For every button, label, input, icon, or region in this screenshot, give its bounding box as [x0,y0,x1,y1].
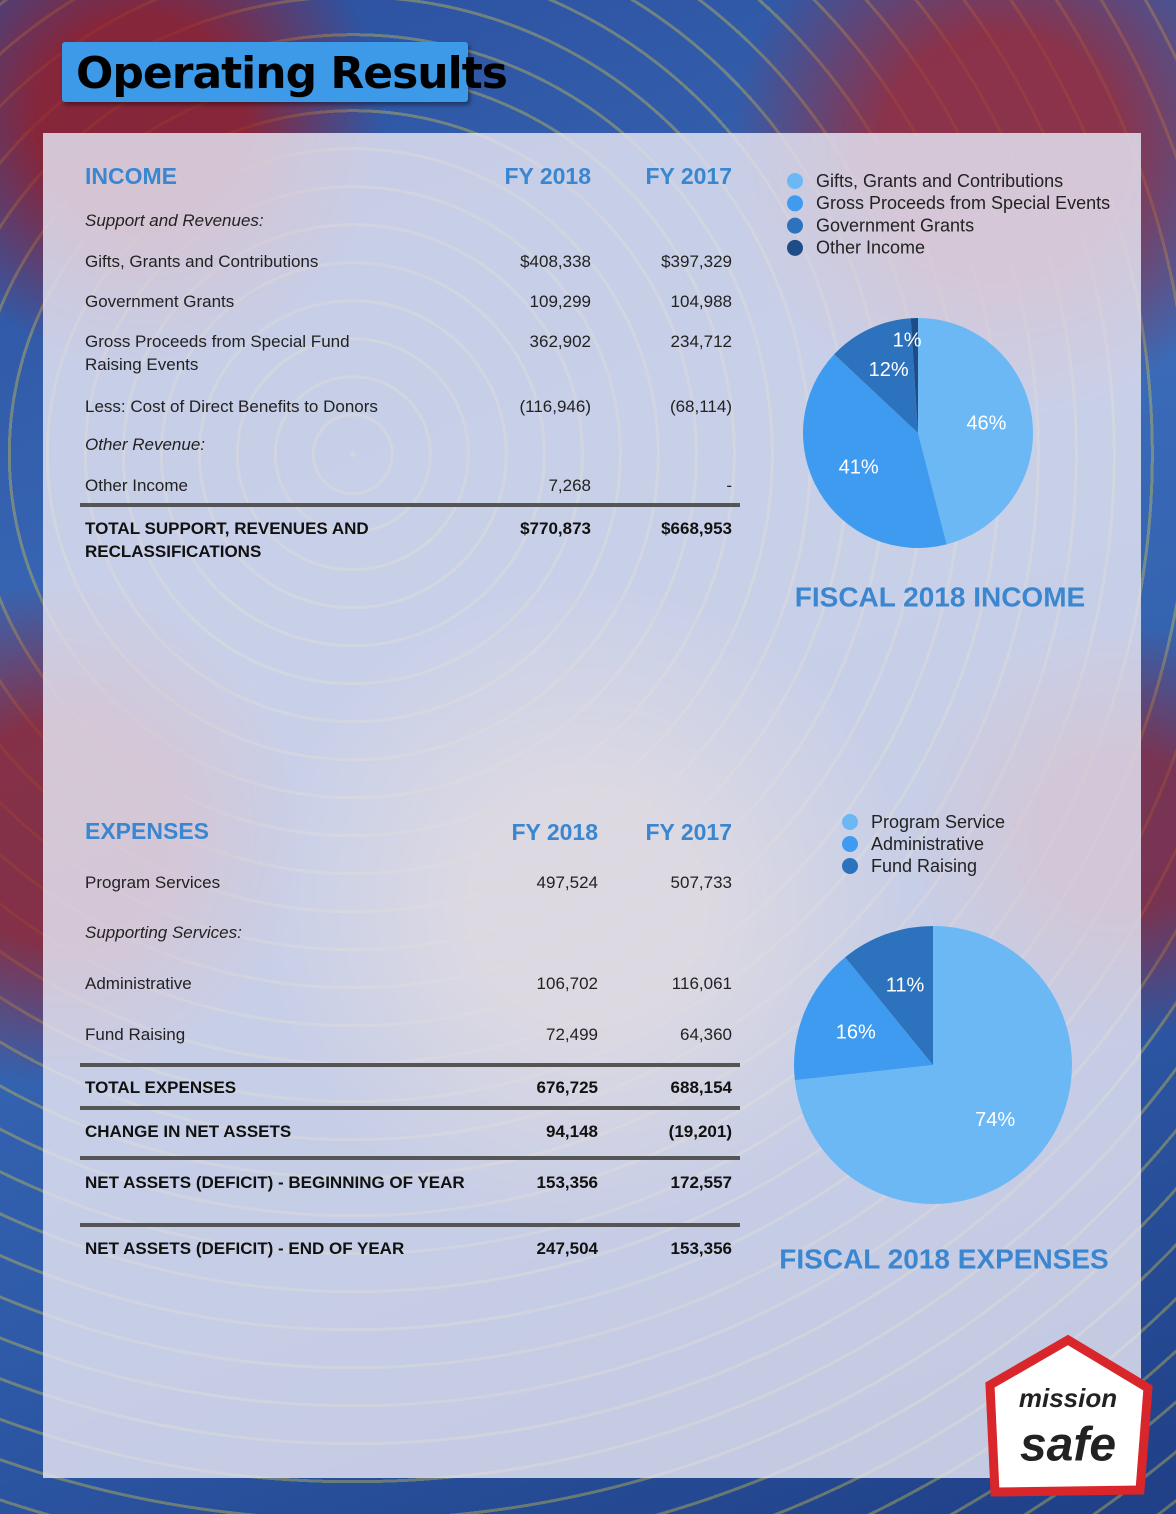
group-label: Supporting Services: [85,923,242,942]
slice-label: 12% [869,359,909,381]
title-box: Operating Results [62,42,508,102]
legend-swatch [787,173,803,189]
rule-line [80,1106,740,1110]
group-label: Other Revenue: [85,435,206,454]
column-heading: FY 2018 [511,819,598,845]
row-value: 507,733 [670,873,732,892]
row-value: 94,148 [546,1122,598,1141]
pie-slice [845,926,933,1065]
logo-text: mission [1019,1383,1117,1413]
pie-slice [834,318,918,433]
row-value: $408,338 [520,252,591,271]
slice-label: 11% [886,975,925,997]
legend-swatch [787,217,803,234]
legend-swatch [842,858,858,874]
row-label: Administrative [85,974,192,993]
row-value: 172,557 [670,1173,732,1192]
row-value: 153,356 [670,1239,732,1258]
slice-label: 16% [836,1022,876,1044]
row-value: $397,329 [661,252,732,271]
row-value: 116,061 [671,974,732,993]
row-value: 153,356 [536,1173,598,1192]
row-value: 497,524 [536,873,598,892]
legend-swatch [842,814,858,830]
legend-swatch [787,239,803,256]
row-label: NET ASSETS (DEFICIT) - END OF YEAR [85,1239,405,1258]
column-heading: FY 2017 [645,163,732,189]
column-heading: FY 2017 [645,819,732,845]
group-label: Support and Revenues: [85,211,264,230]
legend-label: Fund Raising [871,856,977,876]
rule-line [80,1156,740,1160]
row-value: 109,299 [529,292,591,311]
row-value: 64,360 [680,1025,732,1044]
row-label: Less: Cost of Direct Benefits to Donors [85,397,378,416]
row-label: Government Grants [85,292,235,311]
pie-slice [794,957,933,1081]
row-value: $668,953 [661,519,732,538]
legend-label: Program Service [871,812,1005,832]
row-value: 106,702 [536,974,598,993]
legend-swatch [787,195,803,212]
section-heading: INCOME [85,163,177,189]
legend-label: Government Grants [816,215,974,235]
row-label: CHANGE IN NET ASSETS [85,1122,292,1141]
legend-label: Administrative [871,834,984,854]
legend-label: Other Income [816,238,925,258]
pie-slice [794,926,1072,1204]
pie-slice [802,354,947,549]
row-value: (116,946) [519,397,591,416]
row-value: $770,873 [520,519,591,538]
logo-text: safe [1020,1419,1116,1472]
row-value: (68,114) [669,397,732,416]
logo: mission safe [985,1334,1153,1497]
page-title: Operating Results [76,48,508,99]
rule-line [80,1063,740,1067]
row-value: 676,725 [536,1078,598,1097]
row-label: Program Services [85,873,221,892]
slice-label: 74% [975,1109,1015,1131]
pie-slice [918,318,1033,545]
row-value: 688,154 [670,1078,732,1097]
chart-title: FISCAL 2018 EXPENSES [779,1243,1108,1274]
legend-swatch [842,836,858,852]
row-value: 247,504 [536,1239,598,1258]
row-value: 234,712 [670,332,732,351]
row-label: Fund Raising [85,1025,186,1044]
slice-label: 41% [839,456,879,478]
row-label: Other Income [85,476,188,495]
chart-title: FISCAL 2018 INCOME [795,581,1085,612]
row-value: (19,201) [668,1122,732,1141]
legend-label: Gross Proceeds from Special Events [816,193,1110,213]
pie-slice [910,318,918,433]
row-value: 362,902 [529,332,591,351]
slice-label: 46% [966,413,1006,435]
column-heading: FY 2018 [504,163,591,189]
row-value: 72,499 [546,1025,598,1044]
logo-house [985,1334,1153,1497]
legend-label: Gifts, Grants and Contributions [816,171,1063,191]
rule-line [80,503,740,507]
row-label: NET ASSETS (DEFICIT) - BEGINNING OF YEAR [85,1173,465,1192]
rule-line [80,1223,740,1227]
row-value: - [726,476,732,495]
section-heading: EXPENSES [85,818,209,844]
slice-label: 1% [893,329,922,351]
row-label: TOTAL EXPENSES [85,1078,237,1097]
row-label: TOTAL SUPPORT, REVENUES AND RECLASSIFICA… [85,519,369,561]
row-value: 7,268 [548,476,591,495]
row-value: 104,988 [670,292,732,311]
row-label: Gifts, Grants and Contributions [85,252,319,271]
row-label: Gross Proceeds from Special Fund Raising… [85,332,350,374]
